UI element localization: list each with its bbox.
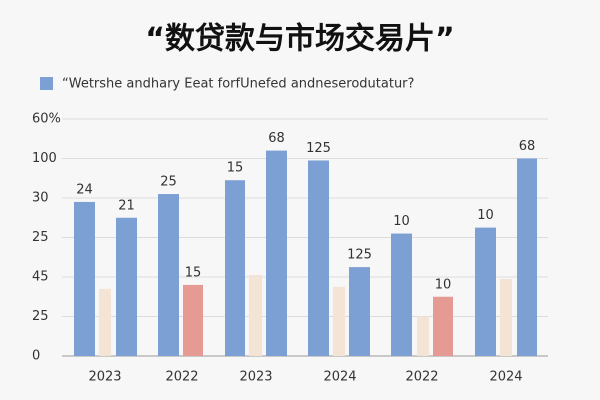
bar (391, 233, 412, 356)
bar-label: 24 (76, 182, 93, 197)
bar (266, 150, 287, 356)
legend-label: “Wetrshe andhary Eeat forfUnefed andnese… (62, 77, 414, 92)
x-tick-label: 2022 (165, 370, 198, 385)
bar-label: 125 (347, 248, 372, 263)
x-tick-label: 2022 (405, 370, 438, 385)
bar (158, 194, 179, 356)
y-tick-label: 0 (32, 349, 40, 364)
x-tick-label: 2023 (88, 370, 121, 385)
legend-swatch (40, 77, 53, 90)
x-tick-label: 2023 (239, 370, 272, 385)
bar (225, 180, 245, 356)
bar-label: 68 (519, 139, 536, 154)
bar (74, 201, 95, 356)
y-tick-label: 25 (32, 230, 49, 245)
bar (99, 288, 111, 356)
bar-label: 15 (185, 265, 202, 280)
bar (517, 158, 537, 356)
bar-label: 21 (118, 198, 135, 213)
bar-label: 10 (435, 277, 452, 292)
bar-label: 68 (268, 131, 285, 146)
y-tick-label: 30 (32, 191, 49, 206)
y-tick-label: 100 (32, 151, 57, 166)
bar (475, 227, 496, 356)
x-tick-label: 2024 (323, 370, 356, 385)
bar (183, 284, 203, 356)
x-tick-label: 2024 (489, 370, 522, 385)
bar-label: 25 (160, 175, 177, 190)
bar-label: 125 (306, 141, 331, 156)
y-tick-label: 60% (32, 112, 61, 127)
y-tick-label: 45 (32, 270, 49, 285)
bar (249, 275, 262, 356)
bar (308, 160, 329, 356)
bar (417, 316, 429, 356)
bar-label: 10 (393, 214, 410, 229)
bar (333, 286, 345, 356)
bar (116, 217, 137, 356)
bar (433, 296, 453, 356)
bar-label: 10 (477, 208, 494, 223)
y-tick-label: 25 (32, 309, 49, 324)
bar (500, 278, 512, 356)
bar-label: 15 (227, 161, 244, 176)
bar (349, 267, 370, 356)
chart-title: “数贷款与市场交易片” (145, 22, 454, 57)
